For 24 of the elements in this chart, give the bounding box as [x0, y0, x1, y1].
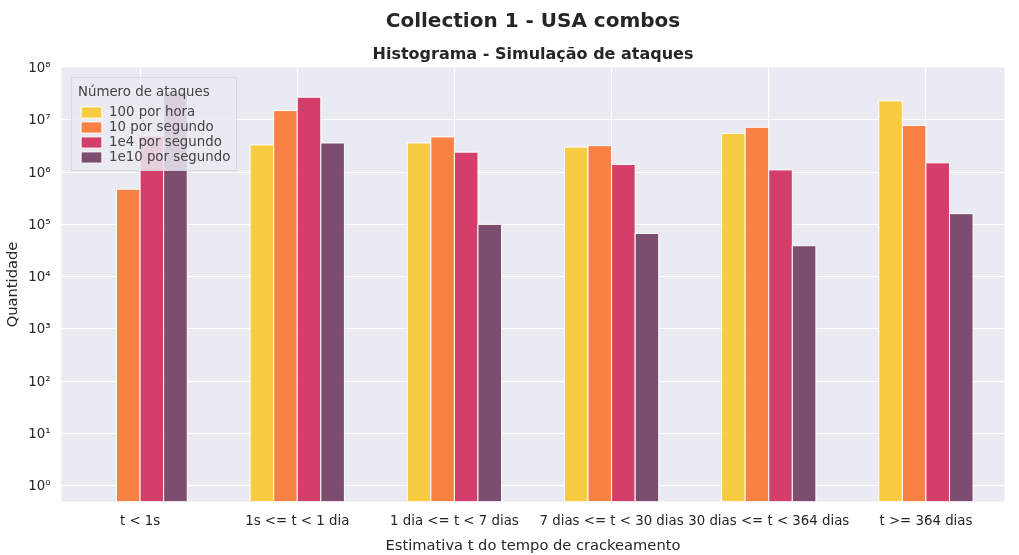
legend-title: Número de ataques — [78, 84, 211, 99]
x-tick-label: 1s <= t < 1 dia — [245, 512, 350, 528]
chart-subtitle: Histograma - Simulação de ataques — [372, 43, 694, 63]
chart-title: Collection 1 - USA combos — [385, 7, 681, 32]
x-tick-label: 1 dia <= t < 7 dias — [390, 512, 519, 528]
y-tick-label: 10⁵ — [28, 216, 51, 232]
legend-label: 100 por hora — [109, 104, 196, 119]
y-tick-label: 10⁰ — [28, 478, 51, 494]
y-tick-label: 10¹ — [28, 425, 51, 441]
legend-label: 1e4 por segundo — [109, 134, 222, 149]
x-tick-label: t < 1s — [119, 512, 161, 528]
y-tick-label: 10³ — [28, 321, 51, 337]
legend-label: 1e10 por segundo — [109, 149, 231, 164]
legend-label: 10 por segundo — [109, 119, 214, 134]
y-axis-title: Quantidade — [3, 241, 21, 328]
y-tick-label: 10⁸ — [28, 60, 51, 75]
x-tick-label: t >= 364 dias — [879, 512, 973, 528]
y-tick-label: 10⁶ — [28, 164, 51, 180]
y-tick-label: 10⁴ — [28, 269, 51, 285]
y-tick-label: 10² — [28, 373, 51, 389]
y-tick-label: 10⁷ — [28, 112, 51, 128]
x-tick-label: 30 dias <= t < 364 dias — [688, 512, 850, 528]
x-axis-title: Estimativa t do tempo de crackeamento — [385, 535, 681, 553]
x-tick-label: 7 dias <= t < 30 dias — [539, 512, 684, 528]
